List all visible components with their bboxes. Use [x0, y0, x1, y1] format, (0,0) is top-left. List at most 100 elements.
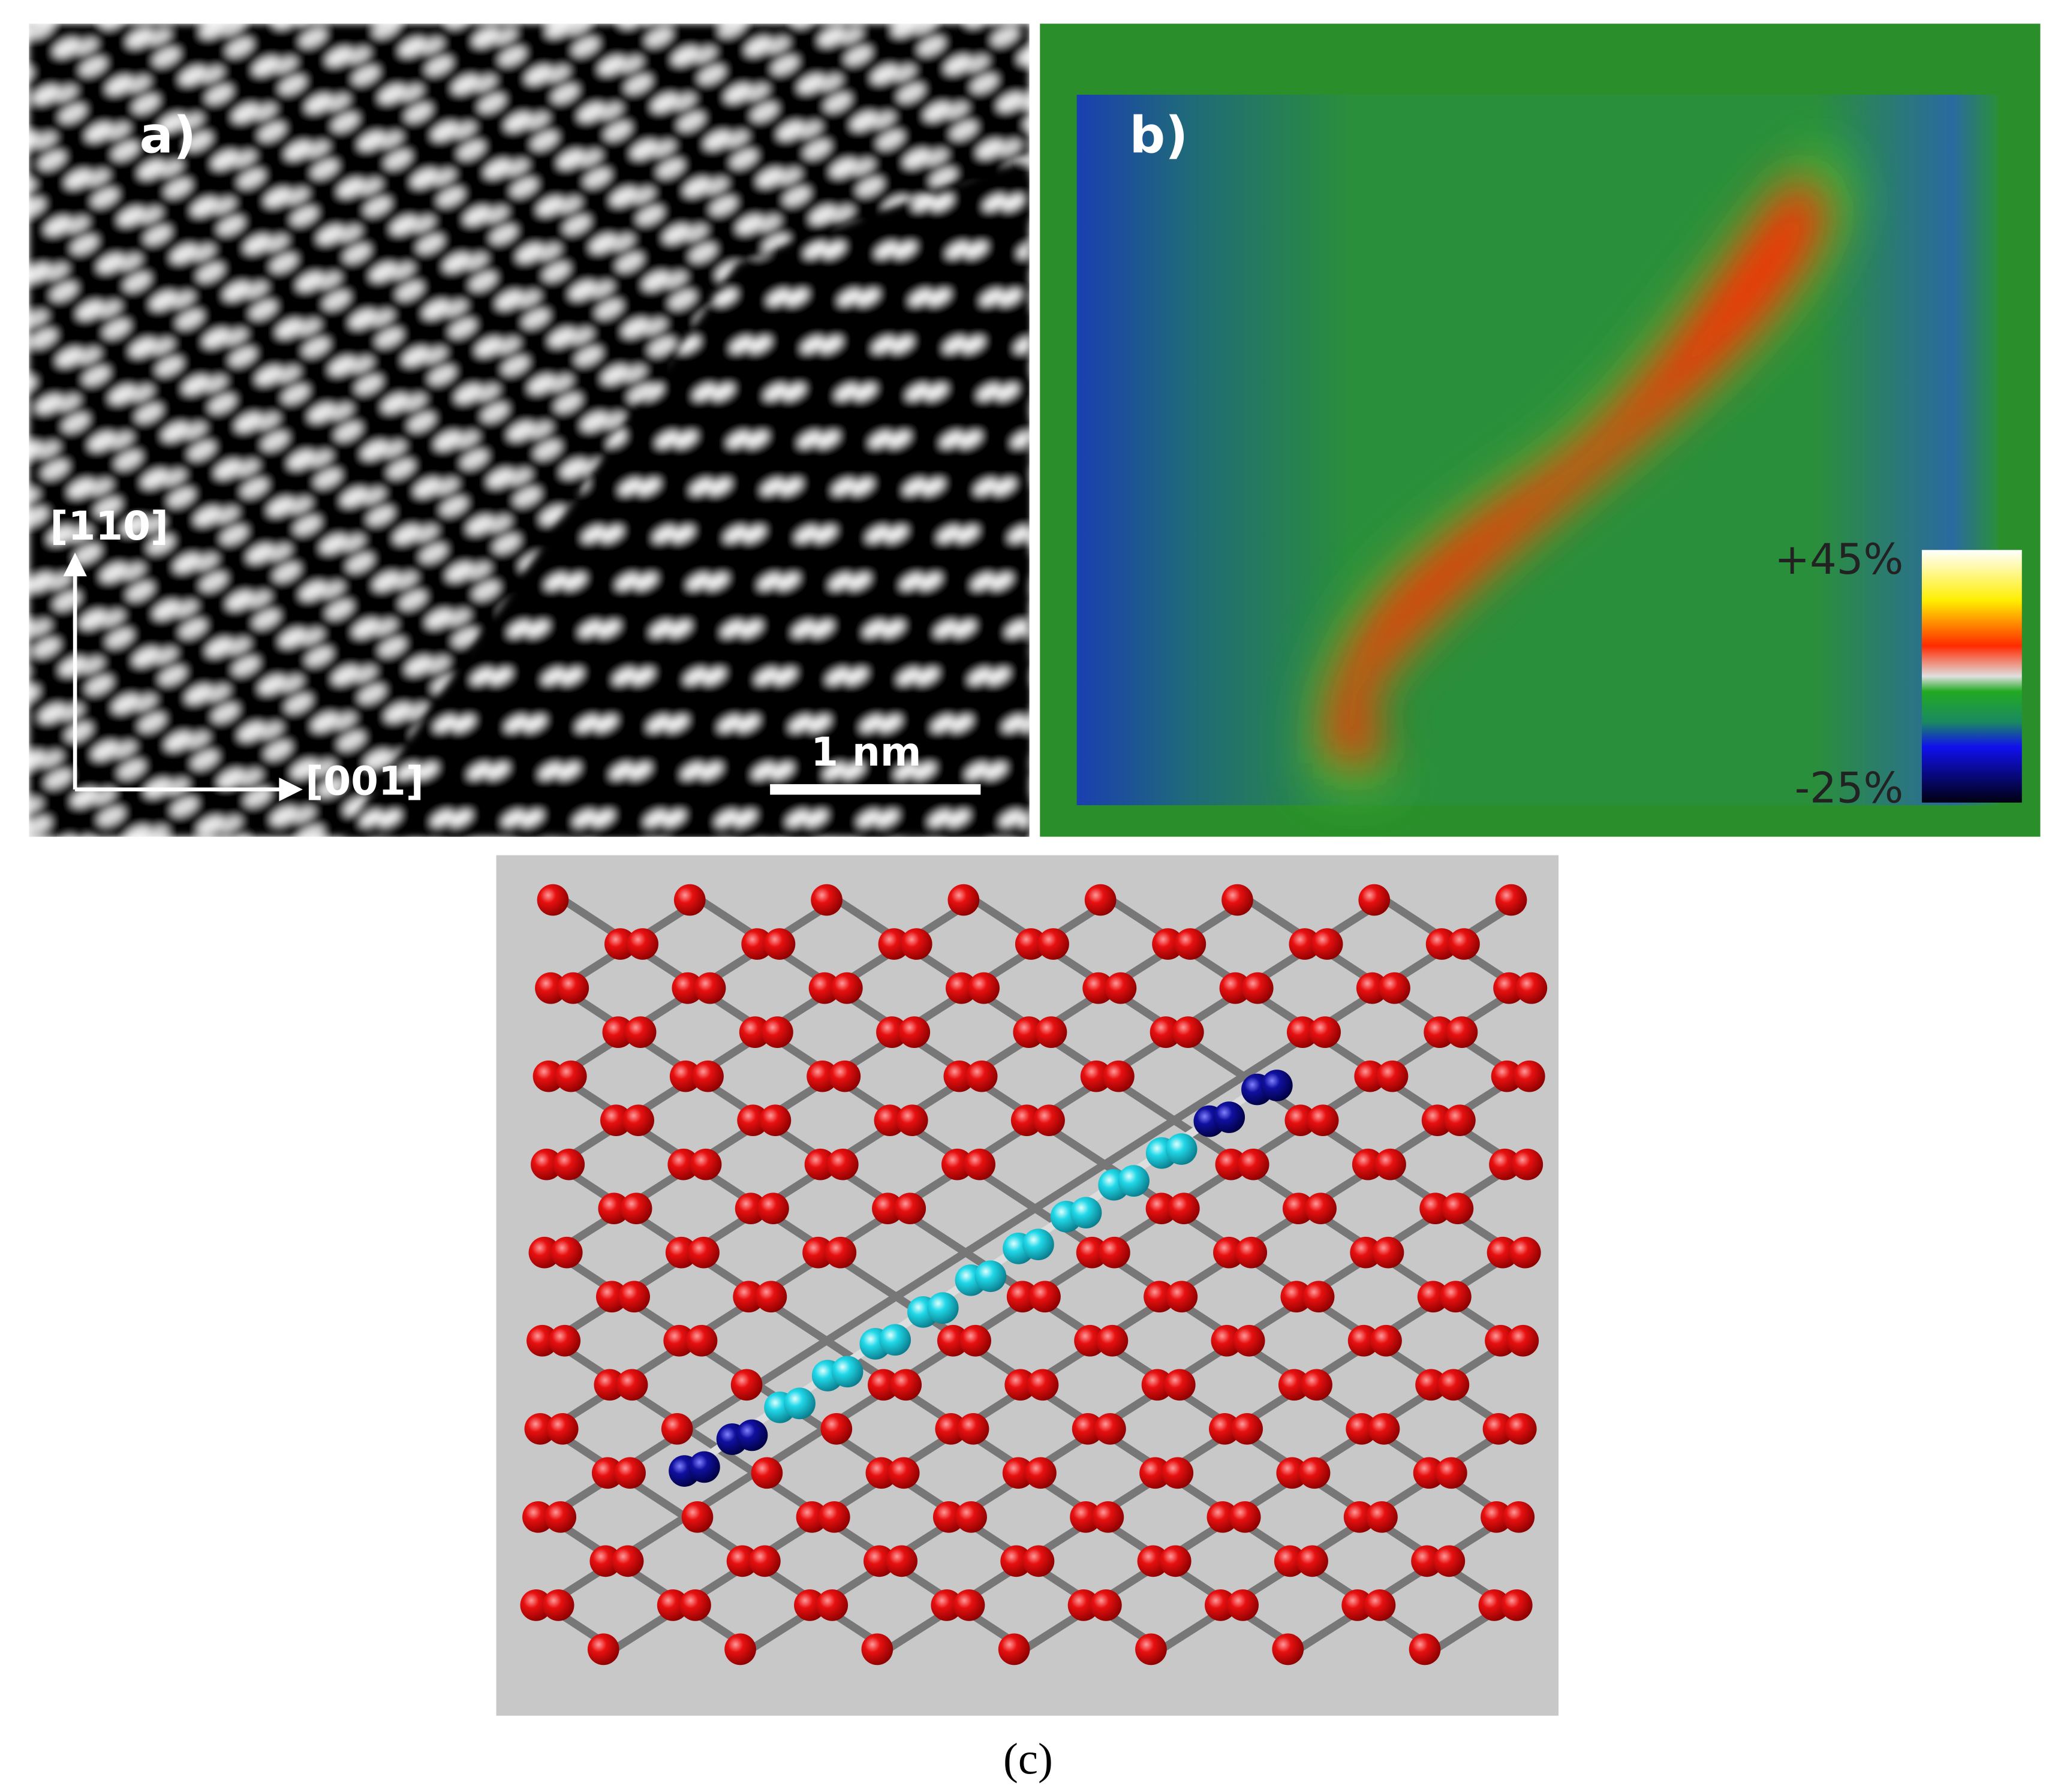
atom — [941, 1148, 973, 1180]
atom — [898, 1016, 931, 1048]
atom — [965, 1060, 998, 1092]
atom — [737, 1104, 769, 1137]
atom — [874, 1104, 906, 1137]
atom — [1286, 1016, 1319, 1048]
atom — [1482, 1412, 1515, 1445]
panel-label: b) — [1129, 107, 1188, 165]
atom — [600, 1104, 632, 1137]
atom — [553, 1148, 585, 1180]
atom — [1489, 1148, 1521, 1180]
atom — [692, 1060, 724, 1092]
atom — [730, 1369, 763, 1401]
atom — [1302, 1281, 1335, 1313]
atom — [739, 1016, 771, 1048]
atom — [1372, 1236, 1404, 1269]
atom — [887, 1457, 920, 1489]
atom — [1076, 1236, 1108, 1269]
atom — [755, 1281, 787, 1313]
atom — [825, 1236, 857, 1269]
atom — [598, 1192, 630, 1225]
atom — [1145, 1192, 1178, 1225]
atom — [1002, 1457, 1034, 1489]
atom — [1205, 1589, 1236, 1621]
atom — [1425, 928, 1458, 960]
atom — [1347, 1324, 1380, 1357]
atom — [1206, 1501, 1239, 1533]
atom — [726, 1545, 759, 1577]
atom — [1235, 1236, 1268, 1269]
atom — [667, 1148, 700, 1180]
atom — [535, 972, 567, 1004]
atom — [1006, 1281, 1039, 1313]
atom — [532, 1060, 565, 1092]
atom — [1341, 1589, 1373, 1621]
atom-model — [520, 884, 1548, 1665]
atom — [1289, 928, 1321, 960]
atom — [1070, 1501, 1102, 1533]
atom — [546, 1412, 579, 1445]
atom — [816, 1589, 849, 1621]
atom — [1096, 1324, 1129, 1357]
atom — [1004, 1369, 1037, 1401]
atom — [685, 1324, 718, 1357]
atom — [1409, 1633, 1441, 1665]
atom — [1241, 972, 1274, 1004]
atom — [1444, 1104, 1476, 1137]
atom — [878, 928, 910, 960]
atom — [945, 972, 977, 1004]
atom — [1352, 1148, 1384, 1180]
atom — [620, 1192, 652, 1225]
atom — [1282, 1192, 1314, 1225]
atom — [1237, 1148, 1269, 1180]
atom — [724, 1633, 756, 1665]
atom — [1035, 1016, 1067, 1048]
atom — [591, 1457, 624, 1489]
atom — [1159, 1545, 1192, 1577]
atom — [1307, 1104, 1339, 1137]
atom — [690, 1148, 722, 1180]
atom — [555, 1060, 587, 1092]
atom — [1029, 1281, 1061, 1313]
atom — [1500, 1589, 1533, 1621]
atom — [1074, 1324, 1106, 1357]
atom — [733, 1281, 765, 1313]
atom — [1209, 1412, 1241, 1445]
atom — [673, 884, 706, 916]
atom — [1072, 1412, 1104, 1445]
atom — [612, 1545, 644, 1577]
atom — [1094, 1412, 1126, 1445]
atom — [589, 1545, 622, 1577]
atom — [531, 1148, 562, 1180]
chain-atom — [1260, 1070, 1293, 1101]
chain-atom — [831, 1356, 863, 1388]
atom — [1233, 1324, 1265, 1357]
bond — [1033, 1161, 1107, 1212]
atom — [1219, 972, 1251, 1004]
atom — [931, 1589, 963, 1621]
atom — [1221, 884, 1253, 916]
atom — [1037, 928, 1069, 960]
atom — [957, 1412, 989, 1445]
atom — [1227, 1589, 1259, 1621]
atom — [618, 1281, 650, 1313]
atom — [1507, 1324, 1539, 1357]
atom — [1274, 1545, 1306, 1577]
hrtem-domain — [342, 158, 1030, 837]
atom — [1084, 884, 1117, 916]
chain-atom — [784, 1387, 816, 1420]
atom — [1364, 1589, 1396, 1621]
atom — [1067, 1589, 1100, 1621]
atom — [688, 1236, 720, 1269]
atom — [1368, 1412, 1400, 1445]
atom — [741, 928, 773, 960]
atom — [663, 1324, 696, 1357]
axis-label: [110] — [50, 503, 169, 549]
atom — [627, 928, 659, 960]
atom — [1301, 1369, 1332, 1401]
atom — [868, 1369, 899, 1401]
atom — [826, 1148, 859, 1180]
atom — [587, 1633, 619, 1665]
atom — [1356, 972, 1388, 1004]
atom — [876, 1016, 908, 1048]
atom — [932, 1501, 965, 1533]
